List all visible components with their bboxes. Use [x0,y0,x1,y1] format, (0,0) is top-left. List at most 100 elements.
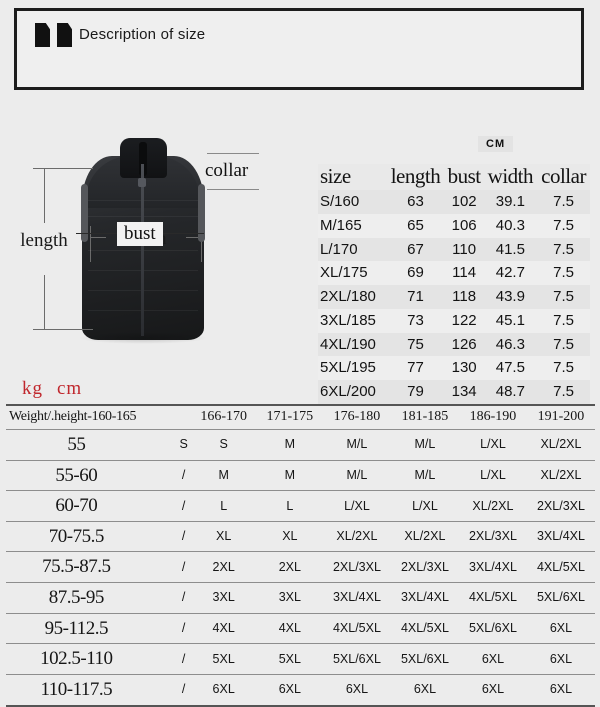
size-header-size: size [318,164,387,190]
size-cell-width: 46.3 [483,332,538,357]
weight-range-label: 70-75.5 [6,520,177,553]
size-recommendation-cell: 5XL/6XL [458,612,527,645]
size-recommendation-cell: / [176,582,191,614]
size-cell-length: 75 [386,332,445,357]
size-recommendation-cell: 5XL/6XL [322,643,391,676]
size-recommendation-cell: 6XL [526,674,595,707]
wh-header-166-170: 166-170 [190,403,257,430]
size-table-header-row: size length bust width collar [318,164,590,190]
bust-label: bust [117,222,163,246]
size-cell-size: 5XL/195 [318,356,387,380]
size-recommendation-cell: 6XL [256,674,323,707]
length-cap-top [33,168,93,169]
size-cell-size: M/165 [318,213,387,238]
size-cell-collar: 7.5 [537,261,590,285]
weight-range-label: 55-60 [6,459,177,492]
weight-height-table: Weight/.height-160-165 166-170 171-175 1… [6,403,595,707]
collar-label: collar [205,160,249,181]
size-recommendation-cell: / [176,520,191,553]
size-cell-length: 63 [386,190,445,214]
weight-height-row: 60-70/L L L/XL L/XL XL/2XL 2XL/3XL [6,490,595,522]
size-recommendation-cell: L/XL [458,459,527,492]
size-recommendation-cell: S [176,428,191,461]
size-recommendation-cell: / [176,612,191,645]
vest-illustration-panel: width length bust collar [0,100,310,375]
wh-header-186-190: 186-190 [458,403,527,430]
size-table-row: 6XL/200 79 134 48.7 7.5 [318,380,590,404]
size-recommendation-cell: XL [256,520,323,553]
size-recommendation-cell: 6XL [526,643,595,676]
size-table-row: 4XL/190 75 126 46.3 7.5 [318,332,590,357]
size-header-collar: collar [537,164,590,190]
size-recommendation-cell: 5XL/6XL [390,643,459,676]
banner-title: Description of size [79,26,206,43]
size-recommendation-cell: 3XL [190,582,257,614]
size-cell-length: 69 [386,261,445,285]
quote-icon-group [35,23,72,47]
size-recommendation-cell: XL/2XL [526,459,595,492]
vest-armhole-right [198,184,205,242]
size-recommendation-cell: XL/2XL [390,520,459,553]
size-cell-size: S/160 [318,190,387,214]
size-recommendation-cell: XL/2XL [526,428,595,461]
size-recommendation-cell: 2XL [190,551,257,584]
size-header-width: width [483,164,538,190]
quote-mark-icon [35,23,50,47]
size-recommendation-cell: 6XL [458,643,527,676]
unit-badge-cm: CM [478,136,514,152]
size-recommendation-cell: XL [190,520,257,553]
weight-range-label: 95-112.5 [6,612,177,645]
weight-range-label: 75.5-87.5 [6,551,177,584]
size-recommendation-cell: 2XL/3XL [390,551,459,584]
size-table-row: L/170 67 110 41.5 7.5 [318,237,590,262]
unit-label-kg-cm: kg cm [22,378,96,400]
collar-rule-top [207,153,259,154]
size-recommendation-cell: 6XL [322,674,391,707]
length-measure-bracket: length [20,168,93,330]
size-cell-bust: 106 [444,213,484,238]
size-cell-collar: 7.5 [537,190,590,214]
weight-height-row: 87.5-95/3XL 3XL 3XL/4XL 3XL/4XL 4XL/5XL 5XL/6… [6,582,595,614]
size-cell-collar: 7.5 [537,308,590,333]
wh-header-176-180: 176-180 [322,403,391,430]
size-recommendation-cell: L [256,490,323,522]
size-table-row: 2XL/180 71 118 43.9 7.5 [318,285,590,309]
size-recommendation-cell: 5XL/6XL [526,582,595,614]
size-cell-width: 45.1 [483,308,538,333]
wh-header-191-200: 191-200 [526,403,595,430]
size-measurement-table: size length bust width collar S/160 63 102… [318,164,590,404]
vest-drop-shadow [78,332,208,344]
weight-height-row: 95-112.5/4XL 4XL 4XL/5XL 4XL/5XL 5XL/6XL 6XL [6,612,595,645]
size-cell-bust: 126 [444,332,484,357]
size-recommendation-cell: 6XL [526,612,595,645]
weight-height-row: 102.5-110/5XL 5XL 5XL/6XL 5XL/6XL 6XL 6XL [6,643,595,676]
size-recommendation-cell: S [190,428,257,461]
size-recommendation-cell: 2XL/3XL [458,520,527,553]
size-recommendation-cell: / [176,674,191,707]
size-header-length: length [386,164,445,190]
size-cell-bust: 114 [444,261,484,285]
size-recommendation-cell: M/L [390,428,459,461]
size-recommendation-cell: M/L [390,459,459,492]
size-recommendation-cell: 2XL [256,551,323,584]
weight-height-row: 110-117.5/6XL 6XL 6XL 6XL 6XL 6XL [6,674,595,707]
size-cell-width: 41.5 [483,237,538,262]
size-cell-width: 42.7 [483,261,538,285]
size-recommendation-cell: 4XL/5XL [526,551,595,584]
weight-height-row: 75.5-87.5/2XL 2XL 2XL/3XL 2XL/3XL 3XL/4XL 4XL… [6,551,595,584]
size-recommendation-cell: 4XL [256,612,323,645]
size-cell-length: 65 [386,213,445,238]
size-recommendation-cell: 2XL/3XL [526,490,595,522]
size-table-row: 3XL/185 73 122 45.1 7.5 [318,308,590,333]
size-recommendation-cell: 4XL/5XL [390,612,459,645]
size-recommendation-cell: 3XL [256,582,323,614]
size-recommendation-cell: M/L [322,428,391,461]
length-label: length [20,230,68,251]
collar-rule-bottom [207,189,259,190]
size-cell-length: 71 [386,285,445,309]
size-recommendation-cell: 3XL/4XL [458,551,527,584]
width-tick-right [201,226,202,262]
size-recommendation-cell: M [256,428,323,461]
weight-range-label: 55 [6,428,177,461]
size-recommendation-cell: 4XL/5XL [322,612,391,645]
